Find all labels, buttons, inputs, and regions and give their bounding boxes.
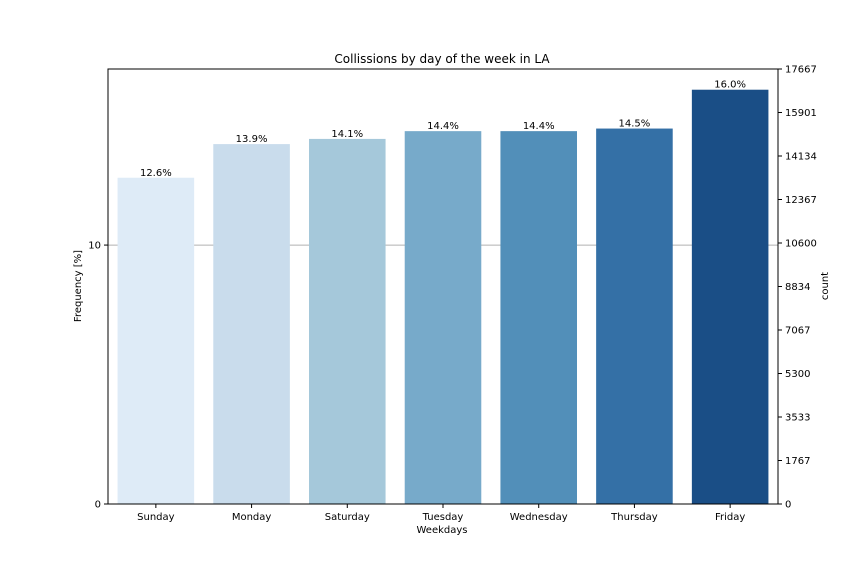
bar-wednesday [500,131,577,504]
y2-tick-label: 10600 [785,239,817,250]
bar-monday [213,144,290,504]
chart-title: Collissions by day of the week in LA [334,52,550,66]
bar-value-label: 16.0% [714,80,746,91]
bar-tuesday [404,131,482,504]
y2-tick-label: 14134 [785,151,817,162]
x-tick-label: Thursday [610,512,658,523]
y2-tick-label: 15901 [785,108,817,119]
x-tick-label: Sunday [137,512,174,523]
y-tick-label: 10 [88,241,101,252]
y-axis-label: Frequency [%] [73,250,84,322]
bar-thursday [596,128,673,504]
y2-tick-label: 7067 [785,325,810,336]
bar-value-label: 13.9% [236,134,268,145]
bar-saturday [309,138,386,505]
x-tick-label: Saturday [325,512,370,523]
bar-value-label: 14.1% [331,129,363,140]
x-tick-label: Friday [715,512,745,523]
bar-value-label: 12.6% [140,168,172,179]
x-tick-label: Monday [232,512,272,523]
y2-axis-label: count [820,272,831,300]
y2-tick-label: 0 [785,500,791,511]
y2-tick-label: 8834 [785,282,810,293]
bar-value-label: 14.4% [427,121,459,132]
y2-tick-label: 1767 [785,456,810,467]
y2-tick-label: 17667 [785,65,817,76]
bar-sunday [117,177,195,504]
x-axis-label: Weekdays [416,525,467,536]
x-tick-label: Tuesday [422,512,464,523]
bar-value-label: 14.4% [523,121,555,132]
y-tick-label: 0 [95,500,101,511]
y2-tick-label: 5300 [785,369,810,380]
y2-tick-label: 3533 [785,413,810,424]
bar-value-label: 14.5% [619,119,651,130]
bar-friday [691,89,769,504]
x-tick-label: Wednesday [510,512,568,523]
y2-tick-label: 12367 [785,195,817,206]
